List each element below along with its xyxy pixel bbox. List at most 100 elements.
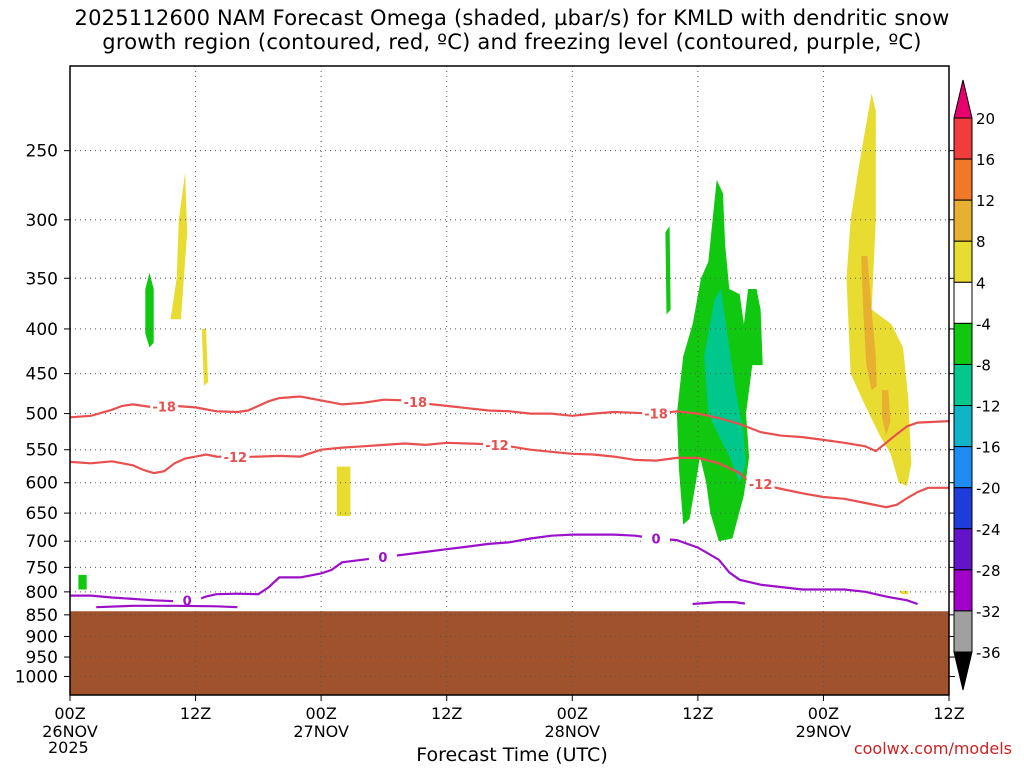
- colorbar-box-3: [953, 240, 973, 283]
- omega-region-8-10: [882, 390, 891, 436]
- omega-region--4-4: [78, 574, 87, 590]
- colorbar-label-3: 8: [976, 233, 986, 251]
- x-tick-label-84: 12Z: [933, 704, 964, 723]
- colorbar-label-8: -16: [976, 439, 1001, 457]
- y-tick-label-800: 800: [26, 583, 58, 603]
- x-axis-label: Forecast Time (UTC): [416, 744, 608, 766]
- x-tick-label-0: 00Z: [54, 704, 85, 723]
- dgz-label-0-2: -18: [644, 408, 668, 423]
- chart-title: 2025112600 NAM Forecast Omega (shaded, µ…: [0, 6, 1024, 54]
- omega-region-4-1: [201, 328, 209, 386]
- x-tick-label-72: 00Z: [808, 704, 839, 723]
- colorbar-box-2: [953, 199, 973, 242]
- colorbar-box-9: [953, 487, 973, 530]
- freezing-contour-0: [70, 533, 918, 606]
- x-tick-date-24: 27NOV: [293, 722, 349, 741]
- y-tick-label-300: 300: [26, 211, 58, 231]
- colorbar-box-1: [953, 158, 973, 201]
- omega-region-8-9: [861, 256, 877, 391]
- dgz-label-bg-0-0: [150, 398, 179, 415]
- colorbar-box-7: [953, 405, 973, 448]
- credit-label: coolwx.com/models: [853, 739, 1012, 758]
- freezing-label-bg-0-2: [642, 530, 670, 547]
- omega-region--4-5: [665, 226, 671, 315]
- colorbar-box-4: [953, 281, 973, 324]
- chart-title-line-1: 2025112600 NAM Forecast Omega (shaded, µ…: [74, 6, 950, 30]
- colorbar-bottom-triangle: [953, 651, 973, 691]
- y-tick-label-1000: 1000: [15, 667, 58, 687]
- x-tick-date-48: 28NOV: [544, 722, 600, 741]
- x-tick-label-12: 12Z: [180, 704, 211, 723]
- omega-region-4-3: [336, 466, 351, 516]
- x-tick-label-60: 12Z: [682, 704, 713, 723]
- colorbar-label-9: -20: [976, 480, 1001, 498]
- colorbar-box-0: [953, 117, 973, 160]
- omega-region--8-7: [704, 289, 746, 483]
- freezing-label-0-1: 0: [378, 551, 387, 566]
- freezing-label-0-2: 0: [651, 532, 660, 547]
- dgz-label-1-0: -12: [224, 451, 248, 466]
- y-tick-label-500: 500: [26, 405, 58, 425]
- year-label: 2025: [48, 738, 89, 757]
- colorbar-box-5: [953, 322, 973, 365]
- colorbar-label-10: -24: [976, 521, 1001, 539]
- omega-shaded-regions: [78, 93, 912, 595]
- freezing-label-0-0: 0: [183, 595, 192, 610]
- y-tick-label-900: 900: [26, 628, 58, 648]
- dgz-label-bg-1-1: [482, 437, 511, 454]
- colorbar-label-7: -12: [976, 398, 1001, 416]
- y-tick-label-350: 350: [26, 269, 58, 289]
- colorbar-box-6: [953, 363, 973, 407]
- x-tick-date-72: 29NOV: [796, 722, 852, 741]
- colorbar-top-triangle: [953, 79, 973, 119]
- y-tick-label-400: 400: [26, 320, 58, 340]
- plot-frame: [69, 65, 950, 696]
- colorbar-label-4: 4: [976, 274, 986, 292]
- dgz-label-1-2: -12: [749, 478, 773, 493]
- dgz-label-bg-0-1: [401, 394, 430, 411]
- axes: 2503003504004505005506006507007508008509…: [15, 65, 965, 741]
- colorbar-label-6: -8: [976, 356, 991, 374]
- y-tick-label-750: 750: [26, 558, 58, 578]
- colorbar-label-11: -28: [976, 562, 1001, 580]
- x-tick-label-48: 00Z: [557, 704, 588, 723]
- y-tick-label-550: 550: [26, 441, 58, 461]
- colorbar-label-2: 12: [976, 192, 995, 210]
- colorbar-label-13: -36: [976, 644, 1001, 662]
- x-tick-label-24: 00Z: [305, 704, 336, 723]
- y-tick-label-600: 600: [26, 474, 58, 494]
- colorbar-box-12: [953, 610, 973, 653]
- dgz-label-0-1: -18: [404, 396, 428, 411]
- y-tick-label-850: 850: [26, 606, 58, 626]
- freezing-contour-2: [692, 601, 746, 606]
- y-tick-label-250: 250: [26, 142, 58, 162]
- terrain-fill: [70, 611, 949, 695]
- y-tick-label-700: 700: [26, 532, 58, 552]
- dgz-contour-0: [69, 395, 950, 453]
- omega-region-4-8: [846, 93, 912, 486]
- colorbar-label-1: 16: [976, 151, 995, 169]
- dgz-label-0-0: -18: [152, 401, 176, 416]
- chart-title-line-2: growth region (contoured, red, ºC) and f…: [102, 30, 922, 54]
- freezing-label-bg-0-1: [368, 549, 397, 566]
- colorbar-label-5: -4: [976, 315, 991, 333]
- x-tick-label-36: 12Z: [431, 704, 462, 723]
- colorbar-label-12: -32: [976, 603, 1001, 621]
- colorbar-box-10: [953, 528, 973, 571]
- dgz-label-bg-1-2: [746, 475, 775, 492]
- plot-background: [70, 66, 949, 695]
- colorbar-box-11: [953, 569, 973, 612]
- x-tick-date-0: 26NOV: [42, 722, 98, 741]
- omega-region--4-2: [145, 272, 154, 348]
- freezing-label-bg-0-0: [173, 592, 202, 609]
- dgz-label-1-1: -12: [485, 439, 509, 454]
- y-tick-label-950: 950: [26, 648, 58, 668]
- terrain-layer: [70, 611, 949, 695]
- freezing-contour-1: [96, 604, 238, 609]
- colorbar-box-8: [953, 446, 973, 489]
- y-tick-label-650: 650: [26, 504, 58, 524]
- plot-area: [70, 66, 949, 695]
- contour-lines: -18 -18 -18 -12 -12 -12 0 0 0: [69, 394, 950, 610]
- omega-region-4-0: [170, 172, 188, 320]
